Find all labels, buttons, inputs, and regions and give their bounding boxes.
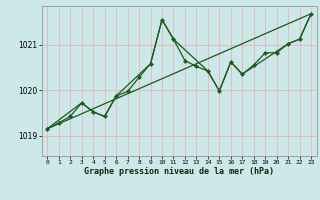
X-axis label: Graphe pression niveau de la mer (hPa): Graphe pression niveau de la mer (hPa) [84,167,274,176]
